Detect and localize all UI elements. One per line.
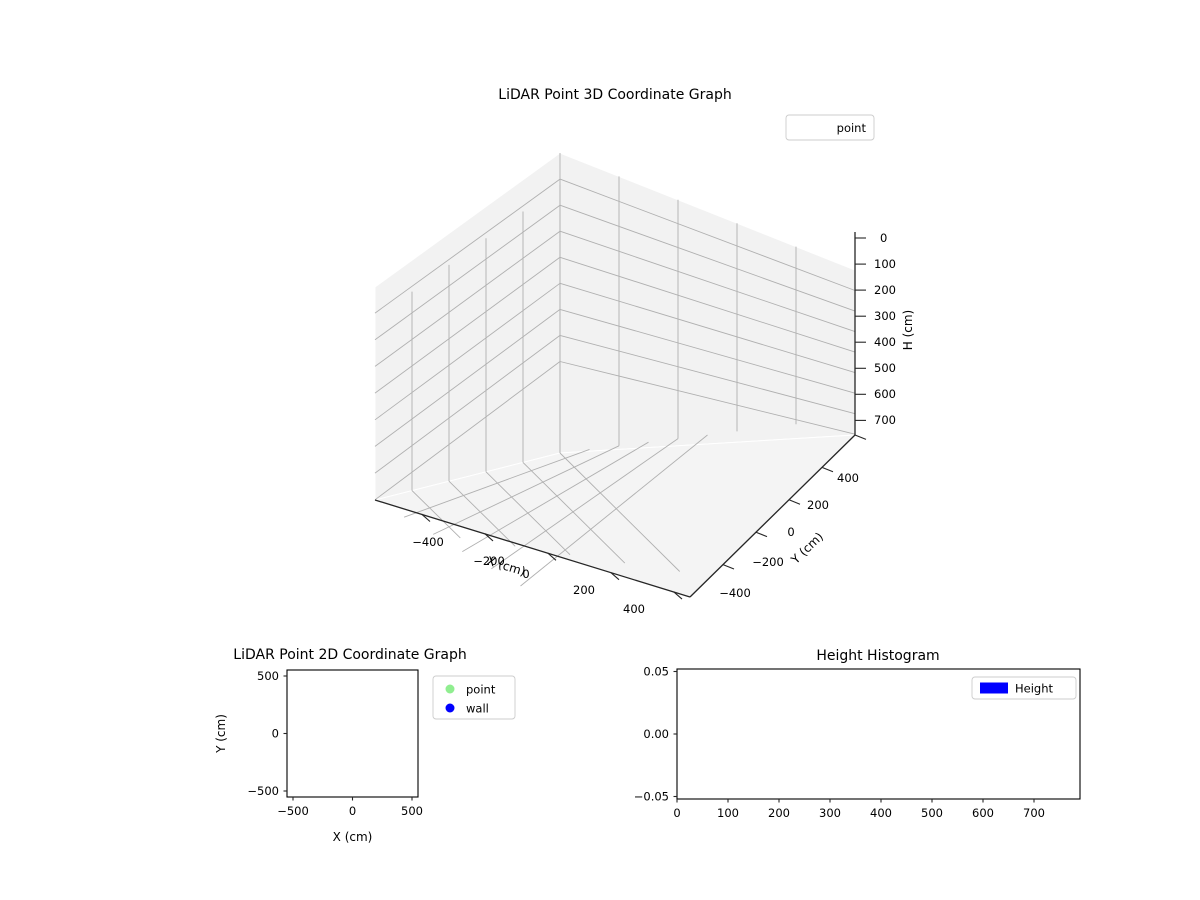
- legend-height-patch-icon: [980, 682, 1008, 694]
- x3d-tick-label: −400: [412, 535, 444, 549]
- legend-point-label: point: [466, 683, 496, 697]
- subplot-2d-lidar: 500 0 −500 −500 0 500 X (cm) Y (cm) LiDA…: [214, 647, 516, 844]
- plot2d-x-tick-label: 0: [349, 804, 356, 818]
- histogram-x-tick-label: 0: [673, 806, 680, 820]
- plot2d-y-tick-label: 500: [257, 669, 279, 683]
- legend-height-label: Height: [1015, 682, 1054, 696]
- axes3d-z-ticks: 0 100 200 300 400 500 600 700 H (cm): [855, 231, 915, 427]
- histogram-x-tick-label: 200: [768, 806, 790, 820]
- histogram-x-tick-label: 700: [1023, 806, 1045, 820]
- z3d-axis-label: H (cm): [901, 310, 915, 351]
- z3d-tick-label: 500: [874, 361, 896, 375]
- axes3d-panes: [373, 152, 857, 598]
- z3d-tick-label: 300: [874, 309, 896, 323]
- plot2d-title: LiDAR Point 2D Coordinate Graph: [233, 647, 466, 663]
- plot2d-y-tick-label: 0: [272, 727, 279, 741]
- plot2d-x-axis-label: X (cm): [333, 830, 373, 844]
- histogram-x-tick-label: 100: [717, 806, 739, 820]
- histogram-x-tick-label: 400: [870, 806, 892, 820]
- y3d-tick-label: −400: [719, 586, 751, 600]
- plot2d-y-axis-label: Y (cm): [214, 714, 228, 754]
- legend-point-label: point: [837, 121, 867, 135]
- z3d-tick-label: 100: [874, 257, 896, 271]
- plot2d-y-ticks: [283, 675, 287, 792]
- plot2d-x-ticks: [292, 797, 413, 801]
- plot3d-legend[interactable]: point: [785, 114, 875, 141]
- z3d-tick-label: 200: [874, 283, 896, 297]
- z3d-tick-label: 600: [874, 387, 896, 401]
- legend-wall-label: wall: [466, 702, 489, 716]
- plot2d-legend[interactable]: point wall: [432, 675, 516, 720]
- plot3d-title: LiDAR Point 3D Coordinate Graph: [498, 87, 731, 103]
- histogram-x-tick-label: 500: [921, 806, 943, 820]
- x3d-tick-label: 400: [623, 602, 645, 616]
- y3d-tick-label: 400: [837, 471, 859, 485]
- legend-point-marker-icon: [445, 684, 455, 694]
- y3d-tick-label: −200: [752, 555, 784, 569]
- histogram-title: Height Histogram: [816, 648, 939, 664]
- legend-frame: [785, 114, 875, 141]
- x3d-tick-label: 0: [522, 567, 529, 581]
- plot2d-x-tick-label: 500: [401, 804, 423, 818]
- legend-wall-marker-icon: [445, 703, 455, 713]
- z3d-tick-label: 0: [880, 231, 887, 245]
- subplot-3d-lidar: −400 −200 0 200 400 X (cm) −400 −200 0: [373, 87, 915, 616]
- plot2d-x-tick-label: −500: [277, 804, 309, 818]
- legend-point-marker-icon: [808, 123, 816, 132]
- histogram-x-tick-label: 300: [819, 806, 841, 820]
- x3d-tick-label: 200: [573, 583, 595, 597]
- histogram-y-tick-label: 0.00: [643, 727, 669, 741]
- y3d-tick-label: 200: [807, 498, 829, 512]
- histogram-y-tick-label: 0.05: [643, 665, 669, 679]
- x3d-tick-label: −200: [473, 554, 505, 568]
- z3d-tick-label: 400: [874, 335, 896, 349]
- histogram-x-ticks: [676, 799, 1035, 803]
- y3d-tick-label: 0: [787, 525, 794, 539]
- histogram-x-tick-label: 600: [972, 806, 994, 820]
- z3d-tick-label: 700: [874, 413, 896, 427]
- histogram-y-ticks: [673, 670, 677, 798]
- subplot-height-histogram: 0.05 0.00 −0.05 0 100 200 300 400 500 60…: [634, 648, 1081, 820]
- histogram-legend[interactable]: Height: [971, 676, 1077, 700]
- plot2d-y-tick-label: −500: [247, 784, 279, 798]
- histogram-y-tick-label: −0.05: [634, 790, 669, 804]
